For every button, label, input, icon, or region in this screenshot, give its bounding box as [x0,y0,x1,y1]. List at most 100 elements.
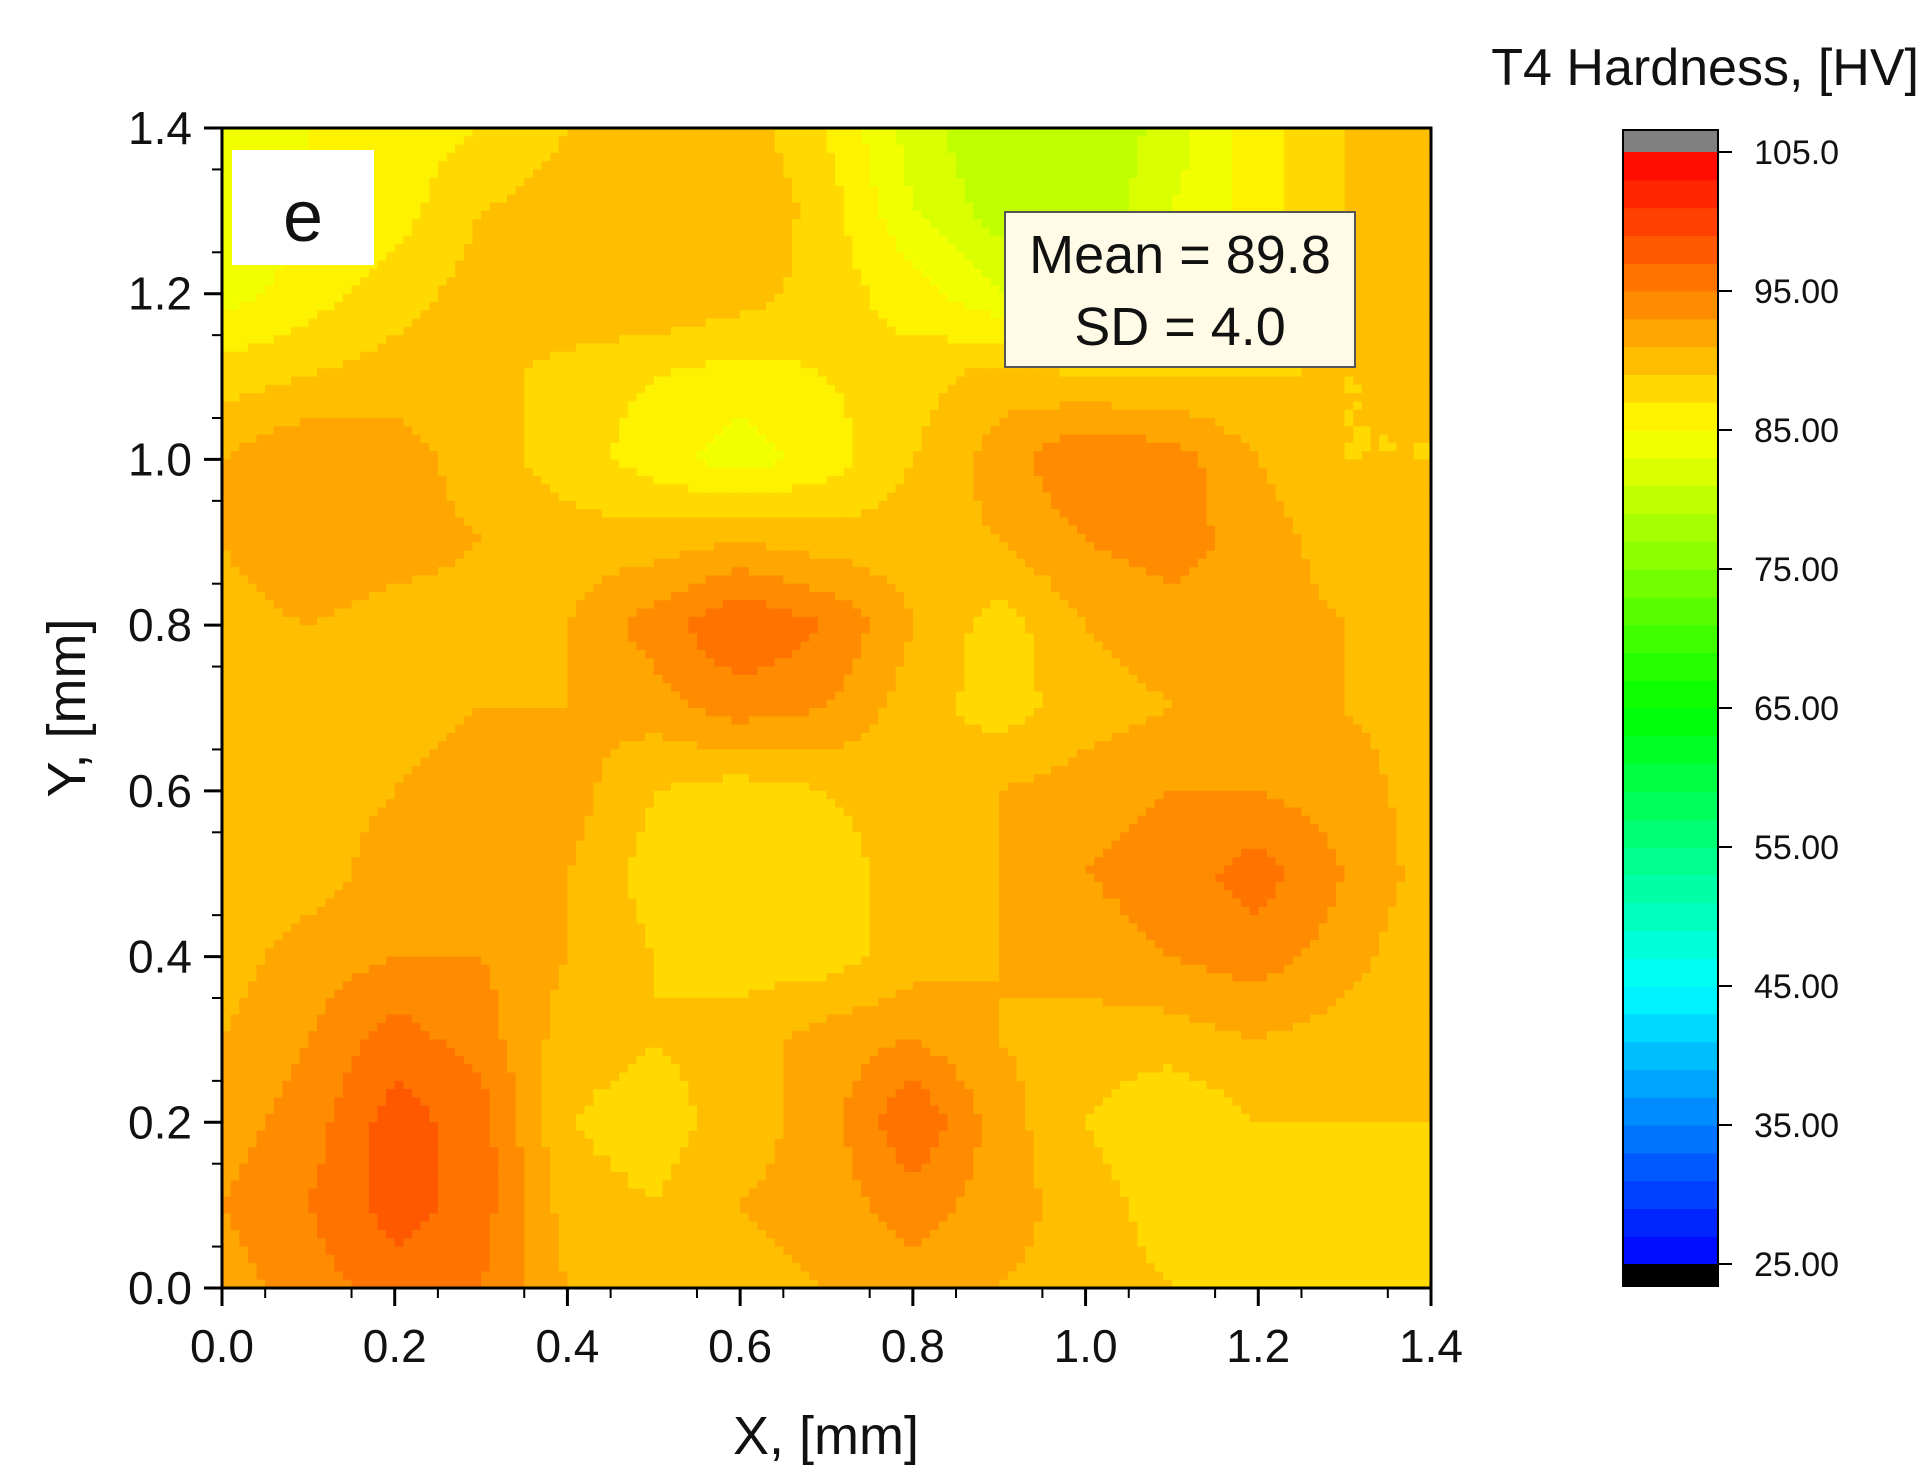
heatmap-cell [956,186,966,195]
heatmap-cell [1422,368,1431,378]
heatmap-cell [282,384,292,394]
heatmap-cell [230,318,240,328]
heatmap-cell [455,318,465,328]
heatmap-cell [316,285,327,295]
heatmap-cell [273,351,284,361]
heatmap-cell [947,268,957,278]
heatmap-cell [325,376,335,386]
heatmap-cell [740,136,750,146]
heatmap-cell [472,376,482,386]
heatmap-cell [999,177,1009,187]
heatmap-cell [964,409,975,419]
heatmap-cell [912,252,923,262]
heatmap-cell [999,318,1009,328]
heatmap-cell [800,326,810,336]
heatmap-cell [541,277,551,287]
heatmap-cell [489,384,500,394]
heatmap-cell [481,128,491,137]
heatmap-cell [584,326,595,336]
heatmap-cell [653,202,664,212]
heatmap-cell [593,368,603,378]
heatmap-cell [541,418,551,427]
heatmap-cell [601,401,612,411]
heatmap-cell [455,235,465,245]
heatmap-cell [938,161,949,171]
heatmap-cell [791,244,802,253]
heatmap-cell [1120,128,1130,137]
heatmap-cell [1007,161,1018,171]
heatmap-cell [247,285,258,295]
heatmap-cell [696,161,707,171]
heatmap-cell [679,227,690,237]
heatmap-cell [532,186,543,195]
heatmap-cell [645,351,655,361]
heatmap-cell [273,360,284,369]
heatmap-cell [843,351,854,361]
heatmap-cell [403,285,413,295]
heatmap-cell [481,277,491,287]
heatmap-cell [515,152,525,162]
heatmap-cell [472,418,482,427]
heatmap-cell [420,302,430,311]
heatmap-cell [601,409,612,419]
heatmap-cell [584,152,595,162]
heatmap-cell [645,144,655,154]
heatmap-cell [291,376,301,386]
heatmap-cell [886,169,897,179]
heatmap-cell [1327,401,1337,411]
heatmap-cell [783,376,793,386]
heatmap-cell [990,360,1000,369]
heatmap-cell [912,351,923,361]
heatmap-cell [705,186,715,195]
heatmap-cell [532,318,543,328]
heatmap-cell [576,260,586,270]
heatmap-cell [1189,202,1199,212]
heatmap-cell [1120,152,1130,162]
heatmap-cell [1370,144,1380,154]
heatmap-cell [817,393,828,403]
heatmap-cell [1111,409,1121,419]
heatmap-cell [394,235,405,245]
heatmap-cell [826,351,836,361]
heatmap-cell [1387,293,1398,303]
heatmap-cell [1344,144,1354,154]
heatmap-cell [757,244,767,253]
heatmap-cell [316,326,327,336]
heatmap-cell [999,326,1009,336]
heatmap-cell [990,293,1000,303]
heatmap-cell [722,384,733,394]
heatmap-cell [757,293,767,303]
heatmap-cell [230,409,240,419]
heatmap-cell [766,235,776,245]
heatmap-cell [368,128,379,137]
heatmap-cell [558,161,569,171]
heatmap-cell [1042,202,1052,212]
heatmap-cell [990,401,1000,411]
heatmap-cell [420,136,430,146]
heatmap-cell [1405,186,1415,195]
heatmap-cell [532,302,543,311]
heatmap-cell [386,302,396,311]
heatmap-cell [506,418,517,427]
heatmap-cell [774,360,785,369]
heatmap-cell [843,318,854,328]
heatmap-cell [455,310,465,320]
heatmap-cell [1171,128,1182,137]
heatmap-cell [610,210,620,220]
heatmap-cell [1171,169,1182,179]
heatmap-cell [662,186,672,195]
heatmap-cell [740,186,750,195]
heatmap-cell [973,186,983,195]
heatmap-cell [524,335,534,345]
heatmap-cell [999,310,1009,320]
heatmap-cell [247,409,258,419]
heatmap-cell [1249,393,1259,403]
heatmap-cell [981,285,992,295]
heatmap-cell [394,177,405,187]
heatmap-cell [446,418,456,427]
heatmap-cell [265,268,275,278]
heatmap-cell [515,169,525,179]
heatmap-cell [558,384,569,394]
heatmap-cell [1120,409,1130,419]
heatmap-cell [627,161,638,171]
